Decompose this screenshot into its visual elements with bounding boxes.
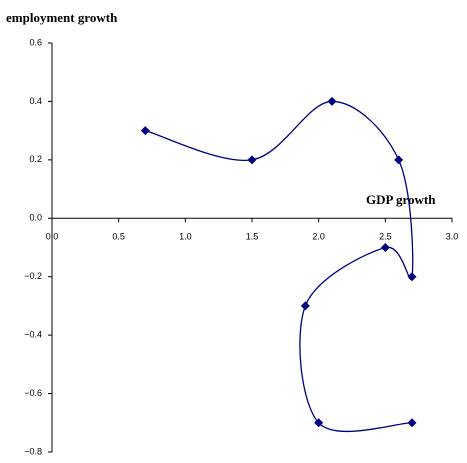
y-tick-label: 0.0	[29, 213, 42, 223]
x-tick-label: 1.0	[179, 232, 192, 242]
x-tick-label: 0.0	[46, 232, 59, 242]
marker	[247, 155, 257, 165]
x-tick-label: 2.0	[312, 232, 325, 242]
x-tick-label: 2.5	[379, 232, 392, 242]
y-tick-label: −0.2	[24, 271, 42, 281]
x-tick-label: 0.5	[112, 232, 125, 242]
marker	[407, 418, 417, 428]
x-tick-label: 3.0	[446, 232, 459, 242]
y-tick-label: −0.4	[24, 330, 42, 340]
x-axis-label: GDP growth	[366, 192, 436, 207]
y-tick-label: 0.6	[29, 37, 42, 47]
x-tick-label: 1.5	[246, 232, 259, 242]
marker	[380, 243, 390, 252]
marker	[407, 272, 417, 282]
y-axis-label: employment growth	[6, 10, 118, 25]
y-tick-label: −0.8	[24, 446, 42, 456]
marker	[327, 96, 337, 106]
y-tick-label: 0.4	[29, 96, 42, 106]
y-tick-label: 0.2	[29, 154, 42, 164]
marker	[314, 418, 324, 428]
marker	[300, 301, 310, 311]
marker	[140, 126, 150, 136]
series-line	[145, 100, 414, 433]
y-tick-label: −0.6	[24, 388, 42, 398]
marker	[394, 155, 404, 165]
